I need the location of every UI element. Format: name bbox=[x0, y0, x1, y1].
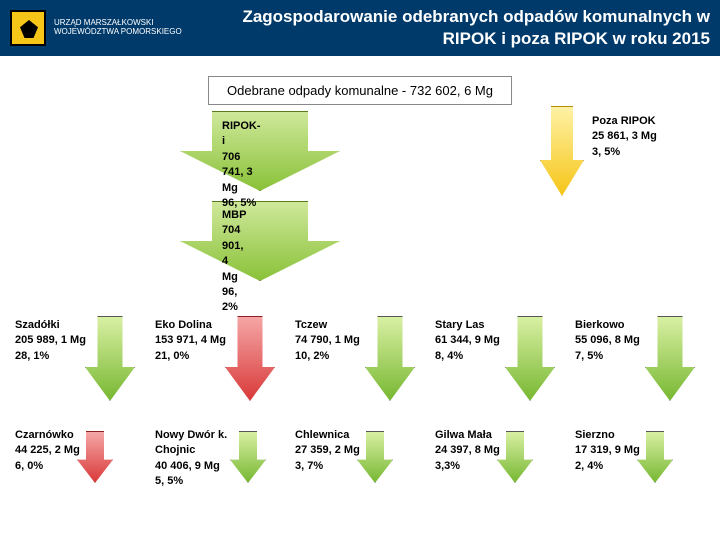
facility-name: Chlewnica bbox=[295, 429, 349, 441]
facility-pct: 28, 1% bbox=[15, 350, 49, 362]
mbp-line1: MBP bbox=[222, 208, 246, 223]
mbp-line3: 96, 2% bbox=[222, 285, 246, 316]
facility-pct: 6, 0% bbox=[15, 460, 43, 472]
logo-text-line2: WOJEWÓDZTWA POMORSKIEGO bbox=[54, 28, 182, 37]
logo-text: URZĄD MARSZAŁKOWSKI WOJEWÓDZTWA POMORSKI… bbox=[54, 19, 182, 37]
header-bar: URZĄD MARSZAŁKOWSKI WOJEWÓDZTWA POMORSKI… bbox=[0, 0, 720, 56]
facility-mass: 74 790, 1 Mg bbox=[295, 334, 360, 346]
facility-pct: 7, 5% bbox=[575, 350, 603, 362]
facility-cell: Nowy Dwór k. Chojnic 40 406, 9 Mg 5, 5% bbox=[155, 426, 285, 516]
facility-name: Szadółki bbox=[15, 319, 60, 331]
logo-crest bbox=[10, 10, 46, 46]
facility-pct: 10, 2% bbox=[295, 350, 329, 362]
facility-mass: 17 319, 9 Mg bbox=[575, 444, 640, 456]
poza-line3: 3, 5% bbox=[592, 145, 712, 160]
facility-cell: Czarnówko 44 225, 2 Mg 6, 0% bbox=[15, 426, 145, 516]
facility-pct: 2, 4% bbox=[575, 460, 603, 472]
facility-name: Nowy Dwór k. Chojnic bbox=[155, 429, 227, 456]
facility-cell: Bierkowo 55 096, 8 Mg 7, 5% bbox=[575, 306, 705, 396]
facility-cell: Szadółki 205 989, 1 Mg 28, 1% bbox=[15, 306, 145, 396]
ripok-line2: 706 741, 3 Mg bbox=[222, 150, 261, 196]
facility-pct: 3,3% bbox=[435, 460, 460, 472]
facility-cell: Tczew 74 790, 1 Mg 10, 2% bbox=[295, 306, 425, 396]
facility-mass: 44 225, 2 Mg bbox=[15, 444, 80, 456]
facility-row-1: Szadółki 205 989, 1 Mg 28, 1% Eko Dolina 15… bbox=[0, 306, 720, 396]
poza-line2: 25 861, 3 Mg bbox=[592, 129, 712, 144]
facility-name: Stary Las bbox=[435, 319, 485, 331]
facility-mass: 205 989, 1 Mg bbox=[15, 334, 86, 346]
arrow-down-icon bbox=[540, 106, 584, 196]
arrow-down-icon bbox=[180, 201, 340, 281]
facility-cell: Eko Dolina 153 971, 4 Mg 21, 0% bbox=[155, 306, 285, 396]
facility-pct: 5, 5% bbox=[155, 475, 183, 487]
facility-mass: 24 397, 8 Mg bbox=[435, 444, 500, 456]
facility-name: Sierzno bbox=[575, 429, 615, 441]
facility-cell: Chlewnica 27 359, 2 Mg 3, 7% bbox=[295, 426, 425, 516]
facility-name: Bierkowo bbox=[575, 319, 625, 331]
facility-name: Gilwa Mała bbox=[435, 429, 492, 441]
facility-mass: 55 096, 8 Mg bbox=[575, 334, 640, 346]
ripok-line1: RIPOK-i bbox=[222, 119, 261, 150]
facility-name: Tczew bbox=[295, 319, 327, 331]
facility-pct: 8, 4% bbox=[435, 350, 463, 362]
poza-line1: Poza RIPOK bbox=[592, 114, 712, 129]
facility-cell: Stary Las 61 344, 9 Mg 8, 4% bbox=[435, 306, 565, 396]
facility-name: Eko Dolina bbox=[155, 319, 212, 331]
total-box: Odebrane odpady komunalne - 732 602, 6 M… bbox=[208, 76, 512, 105]
diagram-area: Odebrane odpady komunalne - 732 602, 6 M… bbox=[0, 56, 720, 540]
facility-mass: 153 971, 4 Mg bbox=[155, 334, 226, 346]
facility-mass: 61 344, 9 Mg bbox=[435, 334, 500, 346]
mbp-line2: 704 901, 4 Mg bbox=[222, 223, 246, 285]
facility-mass: 40 406, 9 Mg bbox=[155, 460, 220, 472]
facility-cell: Gilwa Mała 24 397, 8 Mg 3,3% bbox=[435, 426, 565, 516]
facility-mass: 27 359, 2 Mg bbox=[295, 444, 360, 456]
facility-name: Czarnówko bbox=[15, 429, 74, 441]
facility-cell: Sierzno 17 319, 9 Mg 2, 4% bbox=[575, 426, 705, 516]
facility-row-2: Czarnówko 44 225, 2 Mg 6, 0% Nowy Dwór k. … bbox=[0, 426, 720, 516]
facility-pct: 3, 7% bbox=[295, 460, 323, 472]
page-title: Zagospodarowanie odebranych odpadów komu… bbox=[202, 6, 710, 50]
facility-pct: 21, 0% bbox=[155, 350, 189, 362]
